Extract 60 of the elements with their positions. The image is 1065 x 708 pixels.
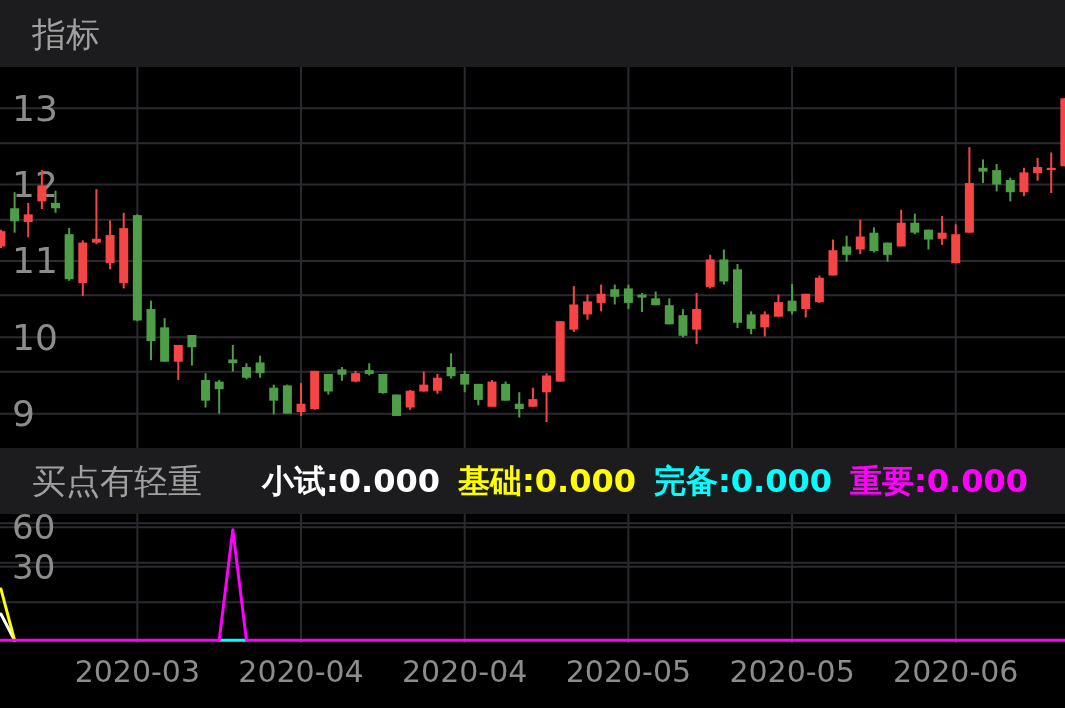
x-tick-label: 2020-04 <box>238 653 364 689</box>
candlestick <box>623 283 633 311</box>
candlestick <box>596 283 606 313</box>
candlestick <box>869 226 879 254</box>
x-tick-label: 2020-04 <box>402 653 528 689</box>
candlestick <box>91 188 101 246</box>
candlestick <box>978 158 988 185</box>
y-tick-label: 30 <box>12 546 56 587</box>
candlestick <box>1005 176 1015 203</box>
y-tick-label: 11 <box>12 240 58 282</box>
y-tick-label: 13 <box>12 87 58 129</box>
candlestick <box>746 310 756 336</box>
candlestick <box>514 391 524 419</box>
y-tick-label: 10 <box>12 316 58 358</box>
candlestick <box>1019 166 1029 198</box>
x-tick-label: 2020-05 <box>729 653 855 689</box>
candlestick <box>773 293 783 318</box>
x-tick-label: 2020-05 <box>565 653 692 689</box>
candlestick <box>855 218 865 256</box>
candlestick <box>610 283 620 306</box>
candlestick <box>842 234 852 263</box>
candlestick <box>228 343 238 373</box>
candlestick <box>23 201 33 239</box>
candlestick <box>637 292 647 314</box>
chart-title: 指标 <box>31 13 100 54</box>
candlestick <box>255 354 265 379</box>
chart-title: 买点有轻重 <box>32 461 202 501</box>
candlestick <box>432 372 442 395</box>
candlestick <box>269 383 279 416</box>
y-tick-label: 60 <box>12 507 56 548</box>
candlestick <box>760 310 770 338</box>
candlestick <box>1033 156 1043 182</box>
text: 基础:0.000 <box>457 462 637 500</box>
text: 完备:0.000 <box>654 462 833 500</box>
text: 小试:0.000 <box>261 462 441 500</box>
candlestick <box>896 208 906 248</box>
candlestick <box>787 282 797 316</box>
candlestick <box>937 214 947 246</box>
candlestick <box>214 379 224 415</box>
candlestick <box>528 386 538 408</box>
candlestick <box>460 369 470 394</box>
candlestick <box>910 212 920 236</box>
candlestick <box>992 162 1002 193</box>
candlestick <box>173 343 183 382</box>
candlestick <box>187 334 197 367</box>
candlestick <box>582 293 592 321</box>
candlestick <box>692 292 702 346</box>
candlestick <box>201 372 211 409</box>
x-tick-label: 2020-06 <box>893 653 1019 689</box>
candlestick <box>501 380 511 402</box>
x-tick-label: 2020-03 <box>74 653 201 689</box>
candlestick <box>446 352 456 380</box>
candlestick <box>664 297 674 326</box>
y-tick-label: 9 <box>12 393 35 435</box>
candlestick <box>405 388 415 411</box>
candlestick <box>296 382 306 417</box>
candlestick <box>719 248 729 286</box>
candlestick <box>678 308 688 339</box>
candlestick <box>542 372 552 424</box>
text: 重要:0.000 <box>850 462 1029 500</box>
